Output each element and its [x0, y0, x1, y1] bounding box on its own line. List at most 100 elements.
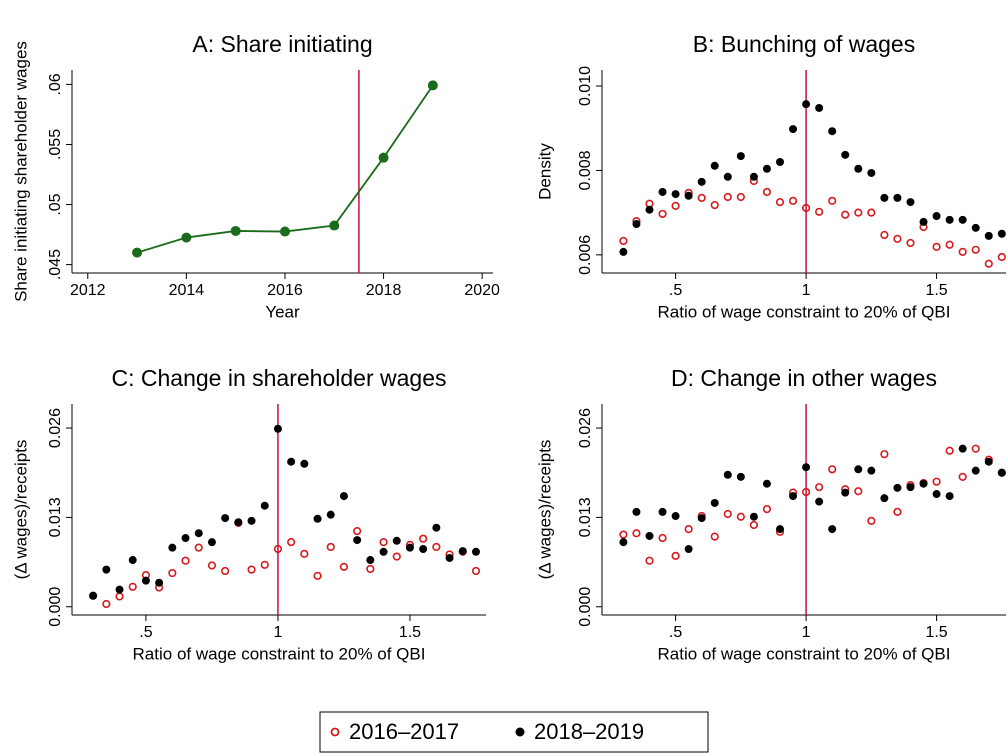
- data-point: [802, 463, 811, 472]
- data-point: [762, 164, 771, 173]
- data-point: [181, 232, 192, 243]
- y-tick-label: 0.008: [577, 150, 594, 190]
- data-point: [684, 524, 693, 534]
- data-point: [775, 525, 784, 534]
- data-point: [300, 459, 309, 468]
- data-point: [128, 556, 137, 565]
- data-point: [932, 212, 941, 221]
- data-point: [89, 591, 98, 600]
- data-point: [658, 187, 667, 196]
- data-point: [867, 208, 876, 217]
- data-point: [339, 492, 348, 501]
- data-point: [932, 490, 941, 499]
- x-tick-label: 1.5: [925, 282, 947, 299]
- data-point: [932, 242, 941, 251]
- data-point: [749, 172, 758, 181]
- data-point: [710, 161, 719, 170]
- data-point: [432, 523, 441, 532]
- data-point: [880, 494, 889, 503]
- data-point: [945, 240, 954, 249]
- data-point: [671, 201, 680, 210]
- data-point: [828, 196, 837, 205]
- x-tick-label: .5: [669, 624, 682, 641]
- data-point: [906, 483, 915, 492]
- data-point: [247, 565, 256, 574]
- data-point: [671, 512, 680, 521]
- data-point: [392, 536, 401, 545]
- data-point: [221, 566, 230, 576]
- data-point: [207, 538, 216, 547]
- data-point: [971, 223, 980, 232]
- data-point: [313, 571, 322, 580]
- x-tick-label: 2014: [169, 282, 205, 299]
- data-point: [958, 215, 967, 224]
- data-point: [471, 547, 480, 556]
- x-tick-label: .5: [669, 282, 682, 299]
- data-point: [260, 560, 269, 569]
- y-tick-label: 0.006: [577, 235, 594, 275]
- data-point: [230, 225, 241, 236]
- data-point: [710, 532, 719, 541]
- data-point: [102, 599, 111, 609]
- data-point: [194, 529, 203, 538]
- data-point: [632, 529, 641, 538]
- data-point: [353, 527, 362, 536]
- y-tick-label: .055: [47, 129, 64, 160]
- y-tick-label: 0.000: [47, 587, 64, 627]
- data-point: [997, 229, 1006, 238]
- data-point: [945, 492, 954, 501]
- data-point: [684, 191, 693, 200]
- data-point: [671, 190, 680, 199]
- data-point: [697, 177, 706, 186]
- data-point: [619, 247, 628, 256]
- data-point: [906, 198, 915, 207]
- data-point: [854, 465, 863, 474]
- data-point: [880, 193, 889, 202]
- data-point: [893, 483, 902, 492]
- data-point: [736, 472, 745, 481]
- data-point: [906, 238, 915, 248]
- chart-title: D: Change in other wages: [671, 365, 937, 391]
- data-point: [736, 512, 745, 521]
- data-point: [378, 152, 389, 163]
- data-point: [207, 561, 217, 570]
- y-tick-label: .06: [47, 73, 64, 95]
- data-point: [619, 236, 628, 246]
- y-tick-label: 0.013: [577, 497, 594, 537]
- data-point: [775, 158, 784, 167]
- data-point: [958, 444, 967, 453]
- data-point: [893, 507, 902, 517]
- data-point: [867, 466, 876, 475]
- data-point: [445, 553, 454, 562]
- data-point: [658, 533, 667, 543]
- data-point: [684, 545, 693, 554]
- data-point: [958, 247, 967, 256]
- data-point: [971, 245, 980, 254]
- data-point: [854, 487, 863, 496]
- data-point: [273, 424, 282, 433]
- data-point: [247, 516, 256, 525]
- data-point: [102, 565, 111, 574]
- data-point: [619, 538, 628, 547]
- data-point: [958, 472, 967, 481]
- data-point: [132, 247, 143, 258]
- y-axis-label: Share initiating shareholder wages: [11, 41, 30, 302]
- data-point: [789, 492, 798, 501]
- chart-title: C: Change in shareholder wages: [112, 365, 447, 391]
- x-axis-label: Ratio of wage constraint to 20% of QBI: [133, 644, 426, 663]
- data-point: [697, 514, 706, 523]
- data-point: [645, 205, 654, 214]
- data-point: [736, 152, 745, 161]
- data-point: [880, 230, 889, 240]
- data-point: [353, 536, 362, 545]
- data-point: [997, 252, 1006, 262]
- data-point: [392, 552, 401, 561]
- data-point: [762, 187, 772, 197]
- data-point: [405, 543, 414, 552]
- data-point: [736, 192, 745, 202]
- data-point: [841, 488, 850, 497]
- chart-title: B: Bunching of wages: [693, 31, 915, 57]
- data-point: [300, 549, 309, 558]
- data-point: [932, 477, 941, 486]
- data-point: [181, 556, 190, 565]
